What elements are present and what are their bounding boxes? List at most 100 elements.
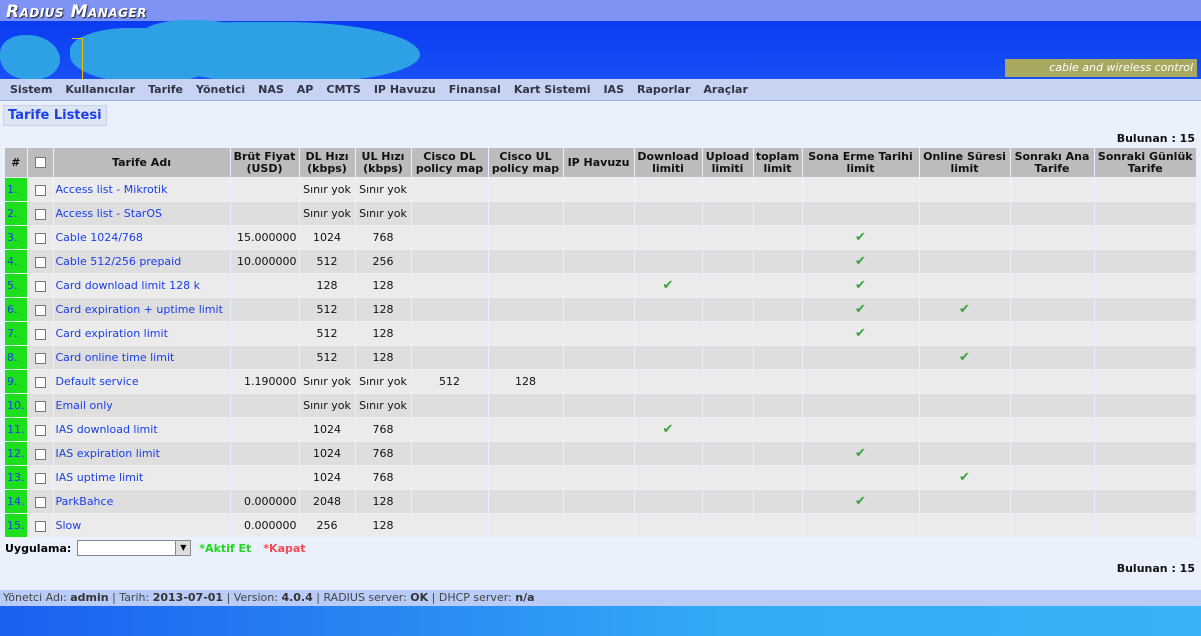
row-number: 12. xyxy=(4,441,28,466)
row-checkbox[interactable] xyxy=(34,184,46,196)
cisco-dl xyxy=(410,513,489,538)
row-checkbox[interactable] xyxy=(34,448,46,460)
tariff-name-link[interactable]: ParkBahce xyxy=(52,489,231,514)
download-limit xyxy=(633,345,703,370)
tariff-name-link[interactable]: Access list - StarOS xyxy=(52,201,231,226)
nav-item[interactable]: Kullanıcılar xyxy=(65,83,136,96)
check-icon: ✔ xyxy=(662,422,674,437)
total-limit xyxy=(752,489,803,514)
nav-item[interactable]: Kart Sistemi xyxy=(513,83,591,96)
tariff-name-link[interactable]: IAS uptime limit xyxy=(52,465,231,490)
price: 10.000000 xyxy=(229,249,300,274)
ip-pool xyxy=(562,441,635,466)
nav-item[interactable]: Yönetici xyxy=(196,83,246,96)
online-limit xyxy=(918,441,1011,466)
dl-speed: 1024 xyxy=(298,225,356,250)
column-header: Sonrakı Ana Tarife xyxy=(1009,147,1095,178)
ip-pool xyxy=(562,513,635,538)
row-checkbox[interactable] xyxy=(34,376,46,388)
price xyxy=(229,417,300,442)
table-row: 9. Default service 1.190000 Sınır yok Sı… xyxy=(4,369,1197,394)
row-checkbox[interactable] xyxy=(34,304,46,316)
dl-speed: Sınır yok xyxy=(298,177,356,202)
cisco-dl xyxy=(410,201,489,226)
expiration-limit xyxy=(801,369,920,394)
nav-item[interactable]: Finansal xyxy=(448,83,501,96)
tariff-name-link[interactable]: Card expiration limit xyxy=(52,321,231,346)
upload-limit xyxy=(701,249,754,274)
tariff-name-link[interactable]: Default service xyxy=(52,369,231,394)
apply-bar: Uygulama: ▼ *Aktif Et *Kapat xyxy=(5,540,306,556)
upload-limit xyxy=(701,513,754,538)
tariff-name-link[interactable]: IAS download limit xyxy=(52,417,231,442)
check-icon: ✔ xyxy=(959,470,970,485)
tariff-name-link[interactable]: Card expiration + uptime limit xyxy=(52,297,231,322)
table-row: 7. Card expiration limit 512 128 ✔ xyxy=(4,321,1197,346)
next-tariff xyxy=(1009,393,1095,418)
header-banner: Radius Manager cable and wireless contro… xyxy=(0,0,1201,79)
nav-item[interactable]: Sistem xyxy=(10,83,53,96)
ip-pool xyxy=(562,465,635,490)
nav-item[interactable]: IAS xyxy=(603,83,624,96)
online-limit: ✔ xyxy=(918,297,1011,322)
row-checkbox[interactable] xyxy=(34,328,46,340)
select-all-checkbox[interactable] xyxy=(34,157,46,168)
row-checkbox[interactable] xyxy=(34,472,46,484)
nav-item[interactable]: CMTS xyxy=(326,83,361,96)
ul-speed: Sınır yok xyxy=(354,369,412,394)
activate-link[interactable]: *Aktif Et xyxy=(199,541,252,555)
next-tariff xyxy=(1009,225,1095,250)
ip-pool xyxy=(562,321,635,346)
ul-speed: 128 xyxy=(354,513,412,538)
nav-item[interactable]: Raporlar xyxy=(637,83,691,96)
tariff-name-link[interactable]: IAS expiration limit xyxy=(52,441,231,466)
row-checkbox[interactable] xyxy=(34,280,46,292)
apply-select[interactable]: ▼ xyxy=(77,540,192,556)
total-limit xyxy=(752,369,803,394)
row-checkbox[interactable] xyxy=(34,424,46,436)
nav-item[interactable]: Tarife xyxy=(148,83,184,96)
tariff-name-link[interactable]: Cable 512/256 prepaid xyxy=(52,249,231,274)
tariff-name-link[interactable]: Slow xyxy=(52,513,231,538)
price xyxy=(229,273,300,298)
nav-item[interactable]: Araçlar xyxy=(703,83,748,96)
next-tariff xyxy=(1009,321,1095,346)
ul-speed: 256 xyxy=(354,249,412,274)
row-checkbox[interactable] xyxy=(34,208,46,220)
row-checkbox[interactable] xyxy=(34,520,46,532)
tariff-name-link[interactable]: Cable 1024/768 xyxy=(52,225,231,250)
close-link[interactable]: *Kapat xyxy=(263,541,306,555)
nav-item[interactable]: NAS xyxy=(258,83,284,96)
nav-item[interactable]: AP xyxy=(296,83,314,96)
cisco-dl xyxy=(410,297,489,322)
nav-item[interactable]: IP Havuzu xyxy=(373,83,436,96)
ul-speed: 128 xyxy=(354,273,412,298)
upload-limit xyxy=(701,489,754,514)
total-limit xyxy=(752,513,803,538)
cisco-dl xyxy=(410,465,489,490)
row-checkbox[interactable] xyxy=(34,400,46,412)
row-number: 13. xyxy=(4,465,28,490)
row-number: 4. xyxy=(4,249,28,274)
cisco-dl: 512 xyxy=(410,369,489,394)
next-daily-tariff xyxy=(1093,369,1197,394)
cisco-dl xyxy=(410,249,489,274)
tariff-name-link[interactable]: Card download limit 128 k xyxy=(52,273,231,298)
tariff-name-link[interactable]: Card online time limit xyxy=(52,345,231,370)
row-checkbox[interactable] xyxy=(34,352,46,364)
total-limit xyxy=(752,321,803,346)
row-checkbox[interactable] xyxy=(34,256,46,268)
cisco-ul xyxy=(487,321,564,346)
price: 0.000000 xyxy=(229,489,300,514)
row-checkbox[interactable] xyxy=(34,232,46,244)
ul-speed: 768 xyxy=(354,225,412,250)
row-checkbox[interactable] xyxy=(34,496,46,508)
upload-limit xyxy=(701,273,754,298)
tariff-name-link[interactable]: Access list - Mikrotik xyxy=(52,177,231,202)
price xyxy=(229,393,300,418)
tariff-name-link[interactable]: Email only xyxy=(52,393,231,418)
row-number: 8. xyxy=(4,345,28,370)
download-limit xyxy=(633,321,703,346)
app-logo: Radius Manager xyxy=(6,2,147,22)
tagline: cable and wireless control xyxy=(1005,59,1197,77)
